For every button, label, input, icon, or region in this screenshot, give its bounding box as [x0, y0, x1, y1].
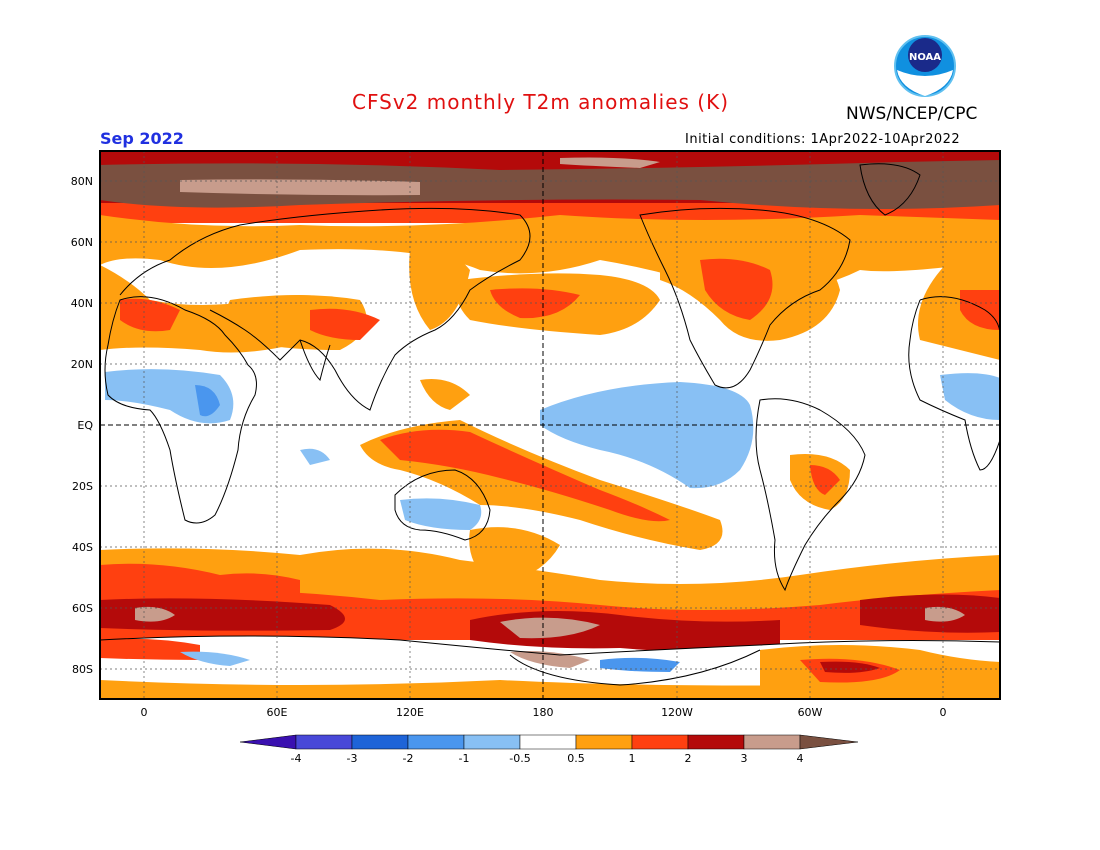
- colorbar-tick-label: 2: [685, 752, 692, 765]
- map-frame: [99, 150, 1001, 700]
- colorbar-segment: [743, 734, 801, 750]
- valid-month-label: Sep 2022: [100, 129, 184, 148]
- colorbar-segment: [631, 734, 689, 750]
- lon-label: 0: [940, 706, 947, 719]
- lon-label: 60W: [798, 706, 823, 719]
- lat-label: EQ: [77, 419, 93, 432]
- lat-label: 80N: [71, 175, 93, 188]
- colorbar-tick-label: -3: [347, 752, 358, 765]
- colorbar-tick-label: -0.5: [509, 752, 530, 765]
- colorbar-tick-label: 3: [741, 752, 748, 765]
- colorbar-tick-label: 0.5: [567, 752, 585, 765]
- coastlines: [100, 163, 1000, 686]
- lon-label: 0: [141, 706, 148, 719]
- latitude-labels: 80N 60N 40N 20N EQ 20S 40S 60S 80S: [71, 175, 94, 676]
- lat-label: 40N: [71, 297, 93, 310]
- initial-conditions-label: Initial conditions: 1Apr2022-10Apr2022: [685, 132, 961, 147]
- lat-label: 60S: [72, 602, 93, 615]
- colorbar-tick-label: 4: [797, 752, 804, 765]
- chart-title: CFSv2 monthly T2m anomalies (K): [352, 90, 729, 114]
- lon-label: 60E: [267, 706, 288, 719]
- colorbar-segment: [519, 734, 577, 750]
- lat-label: 20N: [71, 358, 93, 371]
- lat-label: 60N: [71, 236, 93, 249]
- logo-text: NOAA: [909, 52, 941, 63]
- colorbar-tick-label: -2: [403, 752, 414, 765]
- colorbar-segment: [463, 734, 521, 750]
- colorbar-tick-label: -1: [459, 752, 470, 765]
- colorbar-tick-label: -4: [291, 752, 302, 765]
- colorbar-segment: [575, 734, 633, 750]
- equator-dateline: [100, 151, 1000, 699]
- colorbar-segment: [407, 734, 465, 750]
- colorbar-segment: [351, 734, 409, 750]
- lon-label: 120E: [396, 706, 424, 719]
- lon-label: 120W: [661, 706, 693, 719]
- longitude-labels: 0 60E 120E 180 120W 60W 0: [141, 706, 947, 719]
- organization-label: NWS/NCEP/CPC: [846, 104, 978, 124]
- lon-label: 180: [533, 706, 554, 719]
- colorbar-arrow-high: [799, 734, 859, 750]
- colorbar-segment: [687, 734, 745, 750]
- lat-label: 20S: [72, 480, 93, 493]
- noaa-logo: NOAA: [894, 35, 956, 97]
- lat-label: 40S: [72, 541, 93, 554]
- graticule: [100, 151, 1000, 699]
- colorbar: -4 -3 -2 -1 -0.5 0.5 1 2 3 4: [239, 734, 859, 765]
- colorbar-arrow-low: [239, 734, 297, 750]
- colorbar-tick-label: 1: [629, 752, 636, 765]
- colorbar-segment: [295, 734, 353, 750]
- lat-label: 80S: [72, 663, 93, 676]
